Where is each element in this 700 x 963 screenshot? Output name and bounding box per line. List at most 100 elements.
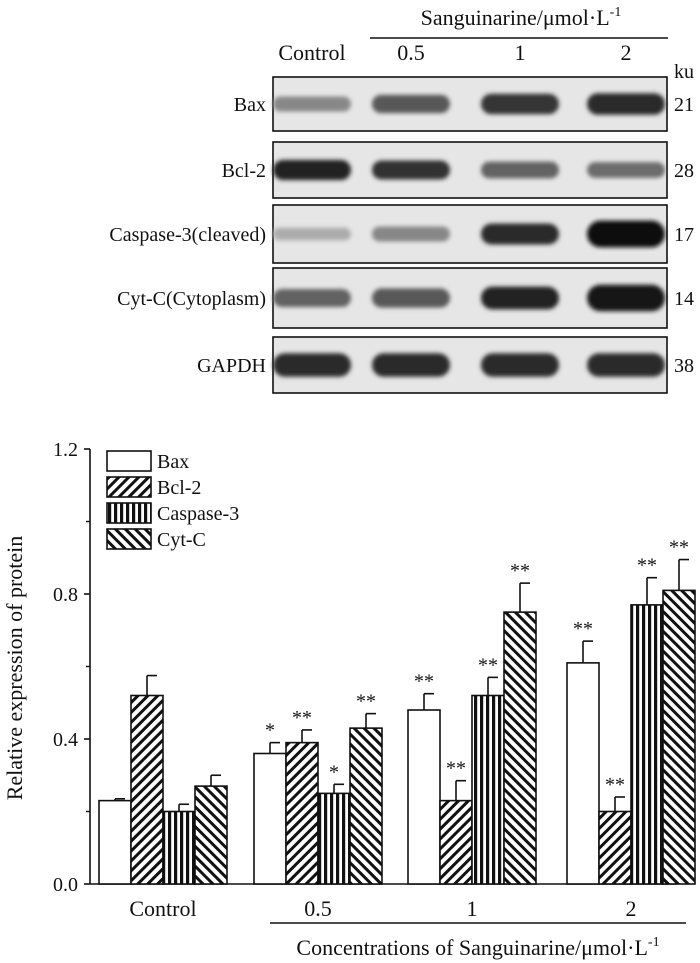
y-tick-label: 0.4 — [53, 729, 78, 751]
significance-marker: ** — [573, 618, 593, 640]
blot-band — [273, 289, 351, 307]
y-tick-label: 0.0 — [53, 874, 78, 896]
blot-rows: Bax 21 Bcl-2 28 Caspase-3(cleaved) 17 Cyt-C(Cy… — [109, 76, 694, 394]
bar — [566, 662, 600, 885]
blot-band — [587, 353, 665, 377]
legend-label: Caspase-3 — [157, 503, 239, 525]
series-bax: ***** — [98, 618, 600, 885]
bar — [253, 752, 287, 885]
bar — [439, 799, 473, 885]
legend-swatch — [106, 528, 152, 550]
blot-band — [372, 288, 450, 308]
bar-chart: 0.00.40.81.2 Control 0.5 1 2 **************… — [2, 439, 696, 960]
treatment-header: Sanguinarine/μmol·L-1 — [421, 5, 622, 30]
series-bcl-2: ****** — [130, 674, 632, 885]
blot-band — [372, 160, 450, 180]
blot-row: Cyt-C(Cytoplasm) 14 — [117, 267, 694, 329]
bar — [630, 604, 664, 885]
blot-row: Bcl-2 28 — [222, 141, 694, 199]
bar — [662, 589, 696, 885]
blot-band — [481, 161, 559, 179]
lane-label-2: 0.5 — [397, 40, 425, 65]
blot-row-label: Bax — [234, 94, 266, 116]
x-axis-label-superscript: -1 — [648, 935, 660, 950]
bar — [471, 694, 505, 885]
legend-label: Bax — [157, 451, 189, 473]
blot-band — [372, 226, 450, 242]
blot-band — [481, 223, 559, 245]
blot-band — [481, 93, 559, 115]
blot-row: Bax 21 — [234, 76, 694, 132]
blot-row-mw: 28 — [674, 160, 694, 182]
legend-label: Cyt-C — [157, 529, 206, 551]
bar — [349, 727, 383, 885]
blot-band — [481, 286, 559, 310]
y-tick-label: 0.8 — [53, 584, 78, 606]
x-axis: Control 0.5 1 2 — [90, 883, 676, 921]
lane-labels: Control 0.5 1 2 — [278, 40, 631, 65]
significance-marker: ** — [510, 560, 530, 582]
bar — [598, 810, 632, 885]
bar — [162, 810, 196, 885]
blot-band — [587, 220, 665, 248]
bar — [503, 611, 537, 885]
treatment-header-superscript: -1 — [610, 5, 622, 20]
bar — [98, 799, 132, 885]
blot-row: GAPDH 38 — [197, 336, 694, 394]
blot-band — [372, 353, 450, 377]
blot-row-label: GAPDH — [197, 355, 266, 377]
blot-row-mw: 38 — [674, 355, 694, 377]
bar — [194, 785, 228, 885]
significance-marker: ** — [669, 537, 689, 559]
bar — [285, 741, 319, 885]
western-blot-panel: Sanguinarine/μmol·L-1 ku Control 0.5 1 2 Ba… — [109, 5, 694, 394]
series-caspase-3: ***** — [162, 555, 664, 885]
blot-band — [273, 353, 351, 377]
mw-unit-label: ku — [674, 61, 694, 83]
y-axis-label: Relative expression of protein — [2, 536, 27, 801]
blot-band — [273, 96, 351, 112]
significance-marker: ** — [637, 555, 657, 577]
blot-band — [481, 353, 559, 377]
legend-label: Bcl-2 — [157, 477, 201, 499]
lane-label-3: 1 — [515, 40, 526, 65]
legend-swatch — [106, 450, 152, 472]
x-tick-label: 0.5 — [304, 896, 332, 921]
y-tick-label: 1.2 — [53, 439, 78, 461]
legend-swatch — [106, 476, 152, 498]
bar — [407, 709, 441, 885]
legend-swatch — [106, 502, 152, 524]
blot-band — [273, 159, 351, 181]
blot-band — [587, 162, 665, 178]
blot-row-label: Caspase-3(cleaved) — [109, 224, 266, 246]
significance-marker: ** — [414, 671, 434, 693]
significance-marker: ** — [356, 691, 376, 713]
blot-row-label: Cyt-C(Cytoplasm) — [117, 288, 266, 310]
bar — [317, 792, 351, 885]
blot-band — [372, 94, 450, 114]
blot-row-mw: 17 — [674, 224, 694, 246]
blot-row-mw: 14 — [674, 288, 694, 310]
significance-marker: ** — [478, 654, 498, 676]
bar — [130, 694, 164, 885]
blot-row: Caspase-3(cleaved) 17 — [109, 204, 694, 264]
x-tick-label: Control — [129, 896, 196, 921]
significance-marker: ** — [292, 707, 312, 729]
series-cyt-c: ****** — [194, 537, 696, 885]
significance-marker: * — [265, 720, 275, 742]
x-tick-label: 2 — [626, 896, 637, 921]
blot-band — [587, 93, 665, 115]
y-axis: 0.0 0.4 0.8 1.2 — [53, 439, 91, 896]
blot-band — [587, 284, 665, 312]
blot-band — [273, 227, 351, 241]
x-tick-label: 1 — [467, 896, 478, 921]
lane-label-4: 2 — [621, 40, 632, 65]
x-axis-label: Concentrations of Sanguinarine/μmol·L-1 — [296, 935, 659, 960]
blot-row-label: Bcl-2 — [222, 160, 266, 182]
blot-row-mw: 21 — [674, 94, 694, 116]
chart-legend: Bax Bcl-2 Caspase-3 Cyt-C — [106, 450, 239, 551]
significance-marker: * — [329, 761, 339, 783]
significance-marker: ** — [605, 774, 625, 796]
bar-series: ********************** — [98, 537, 696, 885]
